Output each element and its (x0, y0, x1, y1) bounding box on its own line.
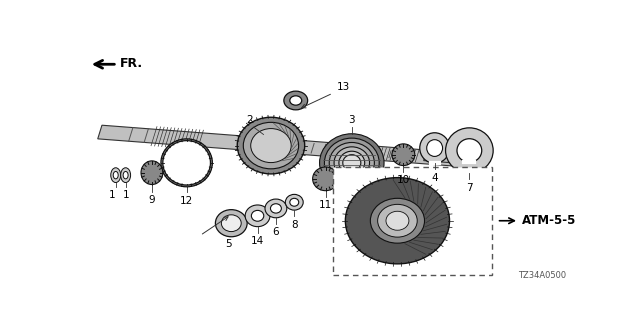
Ellipse shape (245, 205, 270, 227)
Ellipse shape (343, 155, 361, 171)
Ellipse shape (252, 210, 264, 221)
Ellipse shape (339, 151, 365, 174)
Ellipse shape (457, 139, 482, 162)
Text: 1: 1 (109, 190, 116, 200)
Text: 10: 10 (397, 175, 410, 185)
Ellipse shape (163, 141, 211, 185)
Ellipse shape (113, 172, 118, 179)
Ellipse shape (237, 117, 305, 174)
Ellipse shape (111, 168, 121, 182)
Ellipse shape (271, 204, 282, 213)
Ellipse shape (161, 139, 212, 187)
Text: 14: 14 (251, 236, 264, 246)
Text: 11: 11 (319, 200, 332, 210)
Ellipse shape (251, 129, 291, 163)
Ellipse shape (346, 178, 449, 264)
Ellipse shape (141, 161, 163, 185)
Ellipse shape (420, 133, 449, 163)
Ellipse shape (221, 215, 241, 232)
Text: TZ34A0500: TZ34A0500 (518, 271, 566, 280)
Text: 7: 7 (466, 183, 473, 193)
Text: 12: 12 (180, 196, 193, 206)
Ellipse shape (290, 198, 299, 206)
Ellipse shape (378, 204, 417, 237)
Ellipse shape (329, 142, 374, 183)
Ellipse shape (371, 198, 424, 243)
Text: FR.: FR. (120, 57, 143, 69)
Ellipse shape (243, 122, 299, 169)
Text: 2: 2 (246, 115, 253, 125)
Text: 4: 4 (431, 173, 438, 183)
Polygon shape (98, 125, 489, 168)
Ellipse shape (121, 168, 131, 182)
Text: 5: 5 (225, 239, 232, 249)
Text: 6: 6 (273, 228, 279, 237)
Ellipse shape (123, 172, 128, 179)
Ellipse shape (284, 91, 308, 110)
Ellipse shape (285, 194, 303, 210)
Ellipse shape (312, 167, 339, 191)
Text: 8: 8 (291, 220, 298, 230)
Text: 13: 13 (337, 82, 350, 92)
Ellipse shape (216, 210, 247, 237)
Ellipse shape (427, 140, 443, 156)
Ellipse shape (319, 134, 384, 192)
Ellipse shape (265, 199, 287, 218)
Ellipse shape (445, 128, 493, 173)
FancyBboxPatch shape (333, 166, 492, 275)
Ellipse shape (224, 217, 239, 229)
Polygon shape (424, 153, 488, 165)
Ellipse shape (334, 147, 369, 179)
Ellipse shape (290, 96, 301, 105)
Text: ATM-5-5: ATM-5-5 (522, 214, 577, 227)
Text: 1: 1 (122, 190, 129, 200)
Ellipse shape (392, 144, 415, 165)
Ellipse shape (386, 211, 409, 230)
Ellipse shape (324, 138, 380, 188)
Text: 9: 9 (148, 195, 156, 205)
Text: 3: 3 (349, 115, 355, 125)
